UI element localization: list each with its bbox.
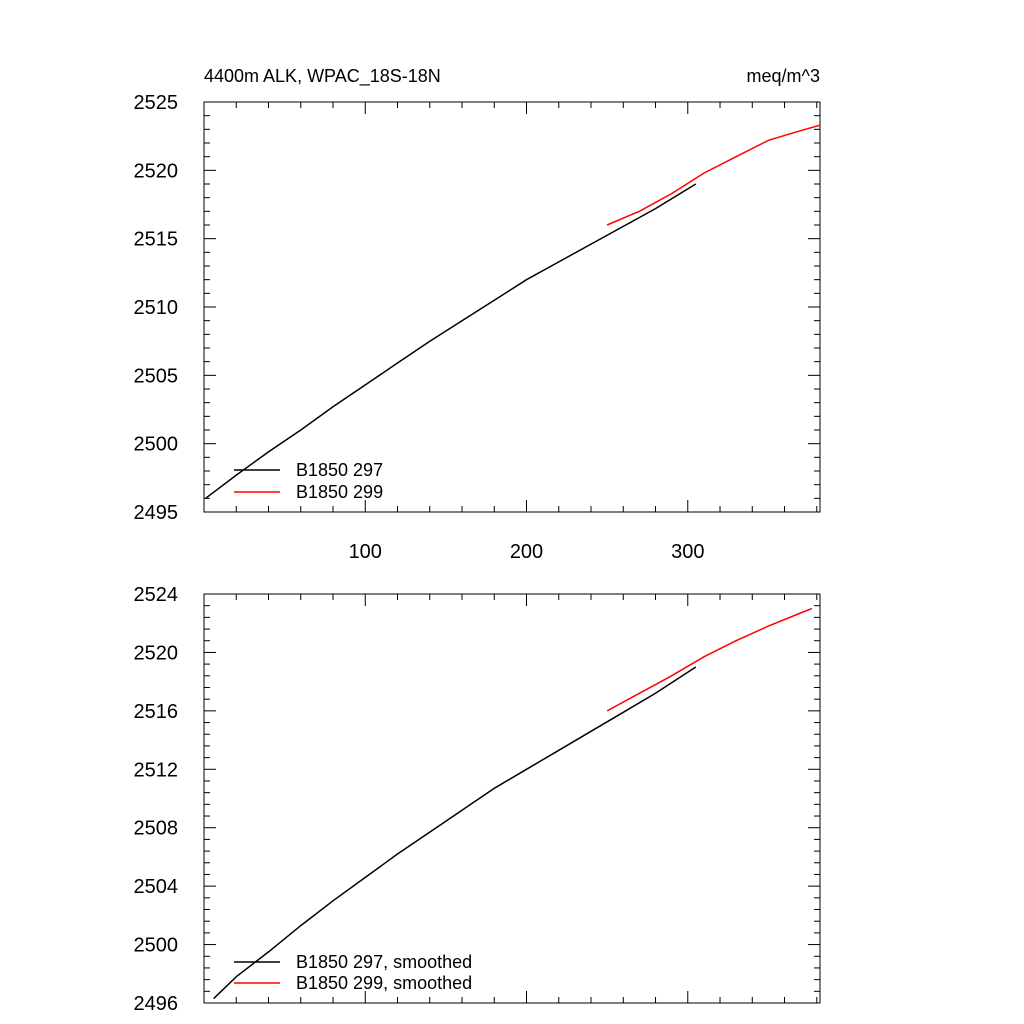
series-line-1: [213, 666, 697, 1000]
plot-frame: [203, 101, 821, 513]
series-line-1: [205, 183, 697, 499]
x-tick-label: 100: [349, 541, 382, 563]
legend-label: B1850 299: [296, 482, 383, 502]
y-tick-label: 2512: [134, 759, 179, 781]
y-tick-label: 2496: [134, 993, 179, 1015]
bottom-panel: 2496 2500 2504 2508 2512 2516 2520 2524 B1850 29…: [134, 584, 821, 1015]
series-line-2: [606, 124, 821, 226]
plot-frame: [203, 593, 821, 1004]
x-tick-label: 300: [671, 541, 704, 563]
legend-label: B1850 297, smoothed: [296, 952, 472, 972]
y-tick-label: 2520: [134, 642, 179, 664]
y-tick-label: 2505: [134, 365, 179, 387]
y-tick-label: 2504: [134, 876, 179, 898]
y-tick-label: 2515: [134, 229, 179, 251]
units-label: meq/m^3: [747, 66, 820, 86]
y-tick-label: 2500: [134, 434, 179, 456]
y-tick-label: 2510: [134, 297, 179, 319]
y-tick-label: 2525: [134, 92, 179, 114]
top-panel: 2495 2500 2505 2510 2515 2520 2525 100 200 300 B18…: [134, 92, 821, 563]
y-tick-label: 2500: [134, 935, 179, 957]
y-tick-label: 2524: [134, 584, 179, 606]
y-tick-label: 2516: [134, 701, 179, 723]
y-tick-label: 2508: [134, 818, 179, 840]
legend-label: B1850 297: [296, 460, 383, 480]
legend-label: B1850 299, smoothed: [296, 973, 472, 993]
y-tick-label: 2520: [134, 160, 179, 182]
series-line-2: [606, 607, 813, 712]
chart-title: 4400m ALK, WPAC_18S-18N: [204, 66, 441, 87]
x-tick-label: 200: [510, 541, 543, 563]
y-tick-label: 2495: [134, 502, 179, 524]
